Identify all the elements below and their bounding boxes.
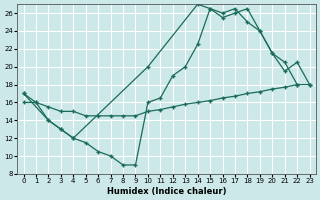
X-axis label: Humidex (Indice chaleur): Humidex (Indice chaleur) xyxy=(107,187,226,196)
